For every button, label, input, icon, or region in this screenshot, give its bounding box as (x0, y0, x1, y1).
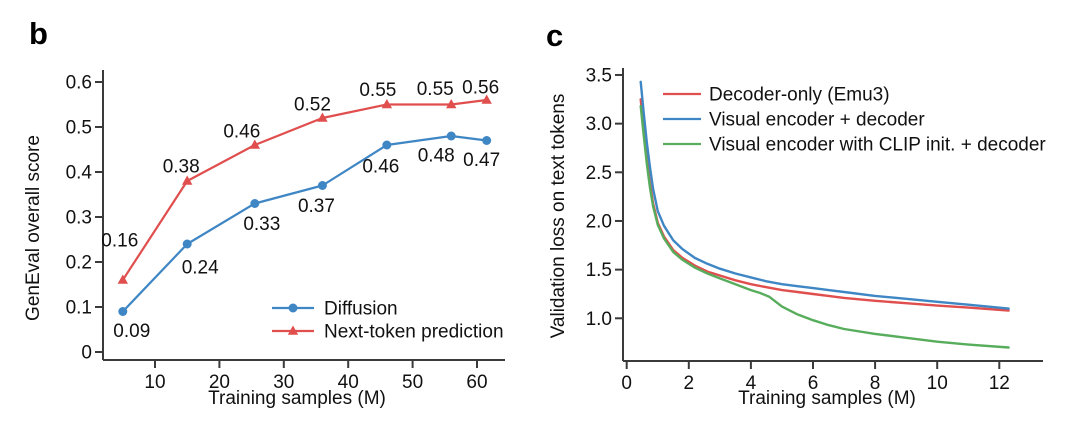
x-tick-label: 50 (402, 372, 423, 393)
data-point-circle-marker (317, 181, 327, 190)
panel-c-letter: c (546, 18, 564, 53)
x-tick-label: 12 (989, 373, 1010, 394)
y-tick-label: 0.6 (66, 73, 92, 94)
legend-label: Diffusion (324, 299, 398, 320)
point-value-label: 0.37 (298, 196, 335, 217)
x-tick-label: 20 (209, 372, 230, 393)
data-point-triangle-marker (249, 139, 261, 149)
y-tick-label: 3.5 (586, 65, 612, 86)
x-tick-label: 8 (870, 373, 881, 394)
data-point-triangle-marker (481, 94, 492, 104)
point-value-label: 0.33 (243, 214, 280, 235)
point-value-label: 0.46 (223, 122, 260, 143)
y-tick-label: 0 (81, 343, 92, 364)
data-point-triangle-marker (117, 274, 128, 284)
y-axis-title: Validation loss on text tokens (548, 94, 569, 339)
x-tick-label: 10 (144, 372, 165, 393)
legend-circle-marker (288, 303, 298, 313)
x-axis-title: Training samples (M) (738, 388, 916, 409)
data-point-circle-marker (250, 199, 260, 208)
y-tick-label: 2.0 (586, 211, 612, 232)
point-value-label: 0.56 (462, 78, 499, 99)
data-point-circle-marker (118, 307, 128, 316)
y-tick-label: 1.0 (586, 309, 612, 330)
point-value-label: 0.09 (113, 321, 150, 342)
series-line-visual-encoder-with-clip-init-decoder (639, 104, 1010, 349)
data-point-triangle-marker (381, 99, 393, 109)
data-point-circle-marker (482, 136, 492, 145)
y-tick-label: 0.2 (66, 253, 92, 274)
point-value-label: 0.55 (417, 79, 454, 100)
legend-label: Next-token prediction (324, 322, 504, 343)
point-value-label: 0.47 (463, 150, 500, 171)
y-tick-label: 3.0 (586, 114, 612, 135)
point-value-label: 0.55 (359, 80, 396, 101)
y-tick-label: 0.4 (66, 163, 93, 184)
point-value-label: 0.48 (418, 146, 455, 167)
y-tick-label: 1.5 (586, 260, 612, 281)
point-value-label: 0.38 (163, 157, 200, 178)
series-line-visual-encoder-decoder (639, 80, 1010, 310)
panel-b-letter: b (29, 16, 48, 51)
y-tick-label: 0.1 (66, 298, 92, 319)
data-point-triangle-marker (317, 112, 328, 122)
x-tick-label: 2 (684, 373, 695, 394)
y-tick-label: 0.5 (66, 118, 92, 139)
y-axis-title: GenEval overall score (23, 135, 44, 321)
legend-label: Visual encoder + decoder (709, 110, 925, 131)
point-value-label: 0.52 (294, 95, 331, 116)
legend-label: Decoder-only (Emu3) (709, 85, 890, 106)
x-tick-label: 10 (927, 373, 948, 394)
x-tick-label: 60 (466, 372, 487, 393)
series-line-decoder-only-emu3- (639, 98, 1010, 312)
x-tick-label: 40 (338, 372, 359, 393)
y-tick-label: 2.5 (586, 163, 612, 184)
point-value-label: 0.24 (182, 258, 219, 279)
point-value-label: 0.16 (101, 231, 138, 252)
y-tick-label: 0.3 (66, 208, 92, 229)
legend-triangle-marker (287, 325, 299, 335)
data-point-circle-marker (446, 131, 456, 141)
x-tick-label: 4 (746, 373, 757, 394)
legend-label: Visual encoder with CLIP init. + decoder (709, 135, 1046, 156)
x-axis-title: Training samples (M) (208, 388, 386, 409)
data-point-circle-marker (182, 239, 192, 249)
point-value-label: 0.46 (362, 157, 399, 178)
data-point-circle-marker (382, 140, 392, 150)
x-tick-label: 0 (621, 373, 632, 394)
data-point-triangle-marker (182, 175, 193, 185)
x-tick-label: 6 (808, 373, 819, 394)
x-tick-label: 30 (273, 372, 294, 393)
data-point-triangle-marker (446, 99, 457, 109)
